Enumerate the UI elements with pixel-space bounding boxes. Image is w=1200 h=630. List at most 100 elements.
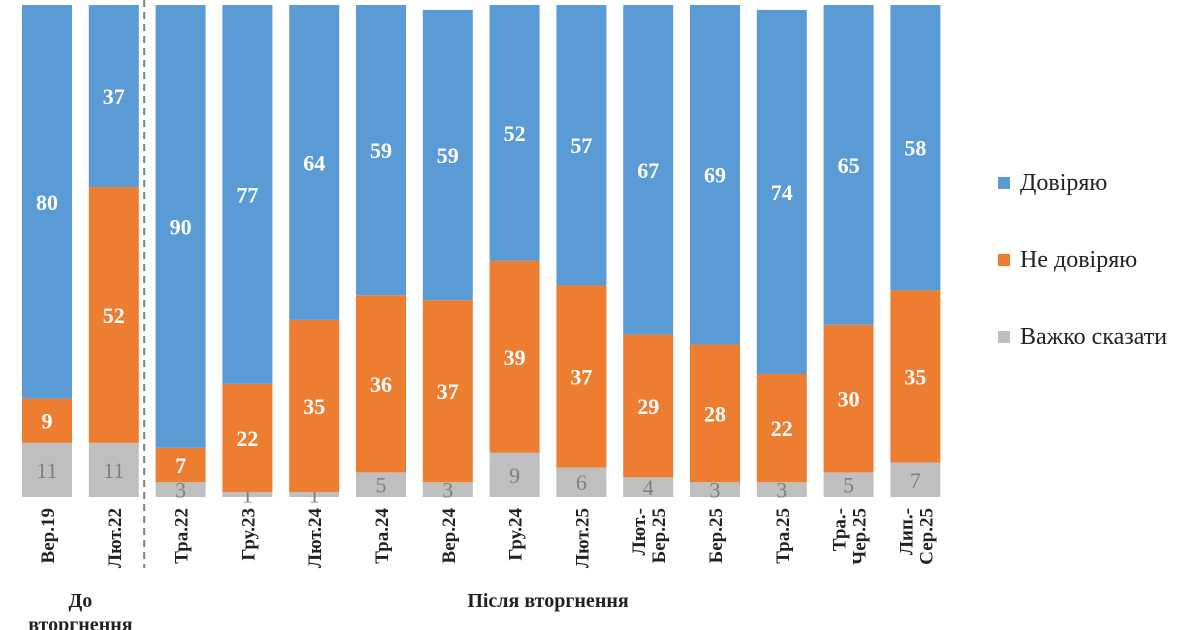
data-label-0-13: 7 xyxy=(910,468,921,493)
data-label-0-3: 1 xyxy=(242,483,253,508)
bar-segment-2-11 xyxy=(756,9,807,374)
legend-label-hard-to-say: Важко сказати xyxy=(1020,323,1168,350)
category-label-6: Вер.24 xyxy=(439,508,460,564)
bar-segment-1-11 xyxy=(756,374,807,483)
bar-segment-1-5 xyxy=(356,295,406,473)
legend-item-hard-to-say: Важко сказати xyxy=(998,322,1167,352)
category-label-line-8-0: Лют.25 xyxy=(572,508,593,568)
data-label-0-2: 3 xyxy=(175,478,186,503)
category-label-line-12-1: Чер.25 xyxy=(850,508,871,565)
data-label-0-7: 9 xyxy=(509,463,520,488)
data-label-0-10: 3 xyxy=(710,478,721,503)
bar-segment-1-6 xyxy=(422,300,473,483)
bar-segment-2-6 xyxy=(422,9,473,301)
data-label-2-3: 77 xyxy=(236,182,258,207)
bar-segment-0-4 xyxy=(289,492,340,497)
category-label-2: Тра.22 xyxy=(172,508,193,564)
bar-segment-1-3 xyxy=(222,383,273,493)
category-label-line-9-0: Лют.- xyxy=(629,508,650,555)
category-label-3: Гру.23 xyxy=(238,508,259,561)
data-label-1-8: 37 xyxy=(570,364,592,389)
bar-segment-0-13 xyxy=(890,462,941,497)
category-label-line-13-1: Сер.25 xyxy=(916,508,937,565)
bar-segment-1-1 xyxy=(88,187,139,443)
bar-segment-0-5 xyxy=(356,472,406,497)
group-label-до-вторгнення-0: До xyxy=(69,590,93,612)
data-label-0-9: 4 xyxy=(643,475,654,500)
category-label-line-13-0: Лип.- xyxy=(896,508,917,555)
bar-segment-0-10 xyxy=(690,482,740,497)
category-label-line-9-1: Бер.25 xyxy=(649,508,670,563)
category-label-line-5-0: Тра.24 xyxy=(372,508,393,564)
group-label-після-вторгнення-0: Після вторгнення xyxy=(467,590,629,612)
bar-segment-0-11 xyxy=(756,482,807,497)
legend-label-trust: Довіряю xyxy=(1020,169,1108,196)
data-label-0-8: 6 xyxy=(576,470,587,495)
data-label-2-11: 74 xyxy=(771,180,793,205)
legend-label-distrust: Не довіряю xyxy=(1020,246,1138,273)
category-label-line-1-0: Лют.22 xyxy=(105,508,126,568)
data-label-1-1: 52 xyxy=(103,303,125,328)
data-label-2-7: 52 xyxy=(504,121,526,146)
bar-segment-0-2 xyxy=(155,482,206,497)
bar-segment-2-8 xyxy=(556,5,607,286)
data-label-1-0: 9 xyxy=(42,409,53,434)
data-label-1-7: 39 xyxy=(504,345,526,370)
legend: Довіряю Не довіряю Важко сказати xyxy=(998,168,1167,399)
bar-segment-1-9 xyxy=(623,334,674,478)
category-label-5: Тра.24 xyxy=(372,508,393,564)
data-label-2-6: 59 xyxy=(437,143,459,168)
data-label-1-9: 29 xyxy=(637,394,659,419)
bar-segment-1-12 xyxy=(823,324,874,473)
data-label-1-10: 28 xyxy=(704,401,726,426)
legend-swatch-hard-to-say xyxy=(998,331,1010,343)
bar-segment-0-3 xyxy=(222,492,273,497)
category-label-line-11-0: Тра.25 xyxy=(773,508,794,564)
data-label-1-13: 35 xyxy=(904,364,926,389)
data-label-2-4: 64 xyxy=(303,150,325,175)
bar-segment-0-9 xyxy=(623,477,674,497)
bar-segment-0-0 xyxy=(22,442,72,497)
data-label-0-6: 3 xyxy=(442,478,453,503)
category-label-0: Вер.19 xyxy=(38,508,59,563)
category-label-1: Лют.22 xyxy=(105,508,126,568)
bar-segment-2-5 xyxy=(356,5,406,296)
bar-segment-1-10 xyxy=(690,344,740,483)
category-label-11: Тра.25 xyxy=(773,508,794,564)
data-label-2-9: 67 xyxy=(637,158,659,183)
bar-segment-2-13 xyxy=(890,5,941,291)
bar-segment-0-1 xyxy=(88,442,139,497)
legend-swatch-distrust xyxy=(998,254,1010,266)
data-label-1-6: 37 xyxy=(437,379,459,404)
data-label-1-11: 22 xyxy=(771,416,793,441)
data-label-0-1: 11 xyxy=(103,458,124,483)
bar-segment-2-4 xyxy=(289,5,340,320)
category-label-line-6-0: Вер.24 xyxy=(439,508,460,564)
bar-segment-0-7 xyxy=(489,452,540,497)
data-label-0-4: 1 xyxy=(309,483,320,508)
group-label-до-вторгнення-1: вторгнення xyxy=(28,614,133,630)
bar-segment-0-8 xyxy=(556,467,607,497)
data-label-0-11: 3 xyxy=(776,478,787,503)
data-label-1-4: 35 xyxy=(303,394,325,419)
bar-segment-1-0 xyxy=(22,398,72,443)
category-label-12: Тра.- Чер.25 xyxy=(830,508,871,565)
category-label-line-7-0: Гру.24 xyxy=(506,508,527,561)
category-label-10: Бер.25 xyxy=(706,508,727,563)
bar-segment-2-7 xyxy=(489,5,540,261)
category-label-4: Лют.24 xyxy=(305,508,326,569)
bar-segment-2-2 xyxy=(155,5,206,448)
data-label-1-3: 22 xyxy=(236,426,258,451)
category-label-line-2-0: Тра.22 xyxy=(172,508,193,564)
data-label-0-12: 5 xyxy=(843,473,854,498)
data-label-2-10: 69 xyxy=(704,163,726,188)
category-label-line-3-0: Гру.23 xyxy=(238,508,259,561)
data-label-2-1: 37 xyxy=(103,84,125,109)
category-label-line-0-0: Вер.19 xyxy=(38,508,59,563)
legend-item-trust: Довіряю xyxy=(998,168,1167,198)
category-label-8: Лют.25 xyxy=(572,508,593,568)
bar-segment-1-4 xyxy=(289,319,340,493)
data-label-1-5: 36 xyxy=(370,372,392,397)
category-label-7: Гру.24 xyxy=(506,508,527,561)
